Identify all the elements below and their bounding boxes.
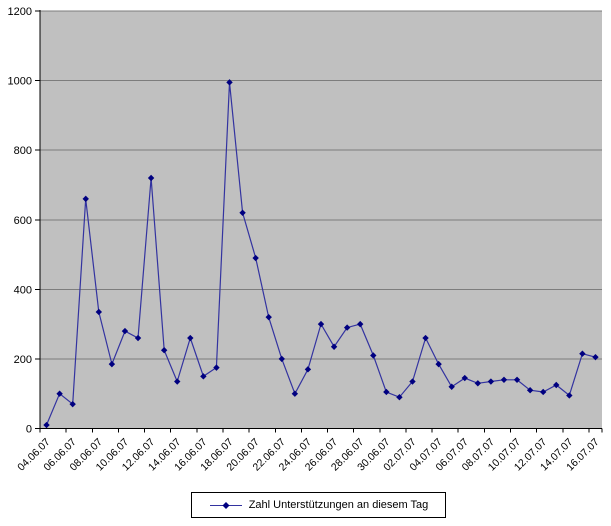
data-point-marker bbox=[160, 347, 168, 354]
data-point-marker bbox=[95, 308, 103, 316]
data-point-marker bbox=[500, 376, 508, 383]
data-point-marker bbox=[134, 334, 142, 342]
y-axis-tick-label: 200 bbox=[14, 354, 32, 366]
data-point-marker bbox=[56, 390, 63, 397]
data-point-marker bbox=[147, 174, 155, 182]
data-point-marker bbox=[121, 327, 129, 335]
data-point-marker bbox=[226, 79, 233, 86]
data-point-marker bbox=[409, 378, 416, 385]
data-point-marker bbox=[539, 388, 547, 396]
y-axis-tick-label: 1200 bbox=[8, 6, 32, 18]
y-axis-tick-label: 800 bbox=[14, 145, 32, 157]
y-axis-tick-label: 600 bbox=[14, 215, 32, 227]
legend: Zahl Unterstützungen an diesem Tag bbox=[191, 492, 446, 518]
data-point-marker bbox=[291, 390, 299, 397]
legend-label: Zahl Unterstützungen an diesem Tag bbox=[248, 499, 429, 511]
y-axis-tick-label: 1000 bbox=[8, 76, 32, 88]
data-point-marker bbox=[579, 350, 586, 357]
data-point-marker bbox=[304, 366, 312, 373]
data-point-marker bbox=[526, 387, 534, 394]
y-axis-tick-label: 0 bbox=[26, 424, 32, 436]
data-point-marker bbox=[383, 388, 390, 396]
y-axis-tick-label: 400 bbox=[14, 284, 32, 296]
data-point-marker bbox=[265, 313, 272, 321]
data-point-marker bbox=[592, 353, 599, 361]
data-point-marker bbox=[553, 381, 560, 389]
data-point-marker bbox=[435, 360, 442, 368]
data-point-marker bbox=[396, 393, 403, 401]
data-point-marker bbox=[174, 378, 181, 385]
data-point-marker bbox=[187, 334, 194, 342]
data-point-marker bbox=[330, 343, 338, 350]
data-point-marker bbox=[317, 320, 325, 328]
data-point-marker bbox=[513, 376, 521, 383]
data-point-marker bbox=[252, 254, 259, 262]
data-point-marker bbox=[200, 373, 207, 380]
data-point-marker bbox=[566, 392, 573, 399]
data-point-marker bbox=[278, 355, 285, 363]
data-point-marker bbox=[448, 383, 455, 390]
data-point-marker bbox=[69, 400, 76, 408]
data-point-marker bbox=[343, 324, 351, 331]
data-point-marker bbox=[108, 360, 116, 368]
data-point-marker bbox=[82, 195, 89, 203]
legend-marker-icon bbox=[209, 501, 242, 509]
data-point-marker bbox=[461, 374, 468, 382]
data-point-marker bbox=[370, 352, 377, 359]
data-point-marker bbox=[43, 421, 50, 429]
data-point-marker bbox=[474, 380, 482, 387]
data-point-marker bbox=[422, 334, 429, 342]
data-point-marker bbox=[357, 320, 364, 328]
data-point-marker bbox=[487, 378, 495, 385]
data-point-marker bbox=[213, 364, 220, 371]
data-point-marker bbox=[239, 209, 246, 216]
